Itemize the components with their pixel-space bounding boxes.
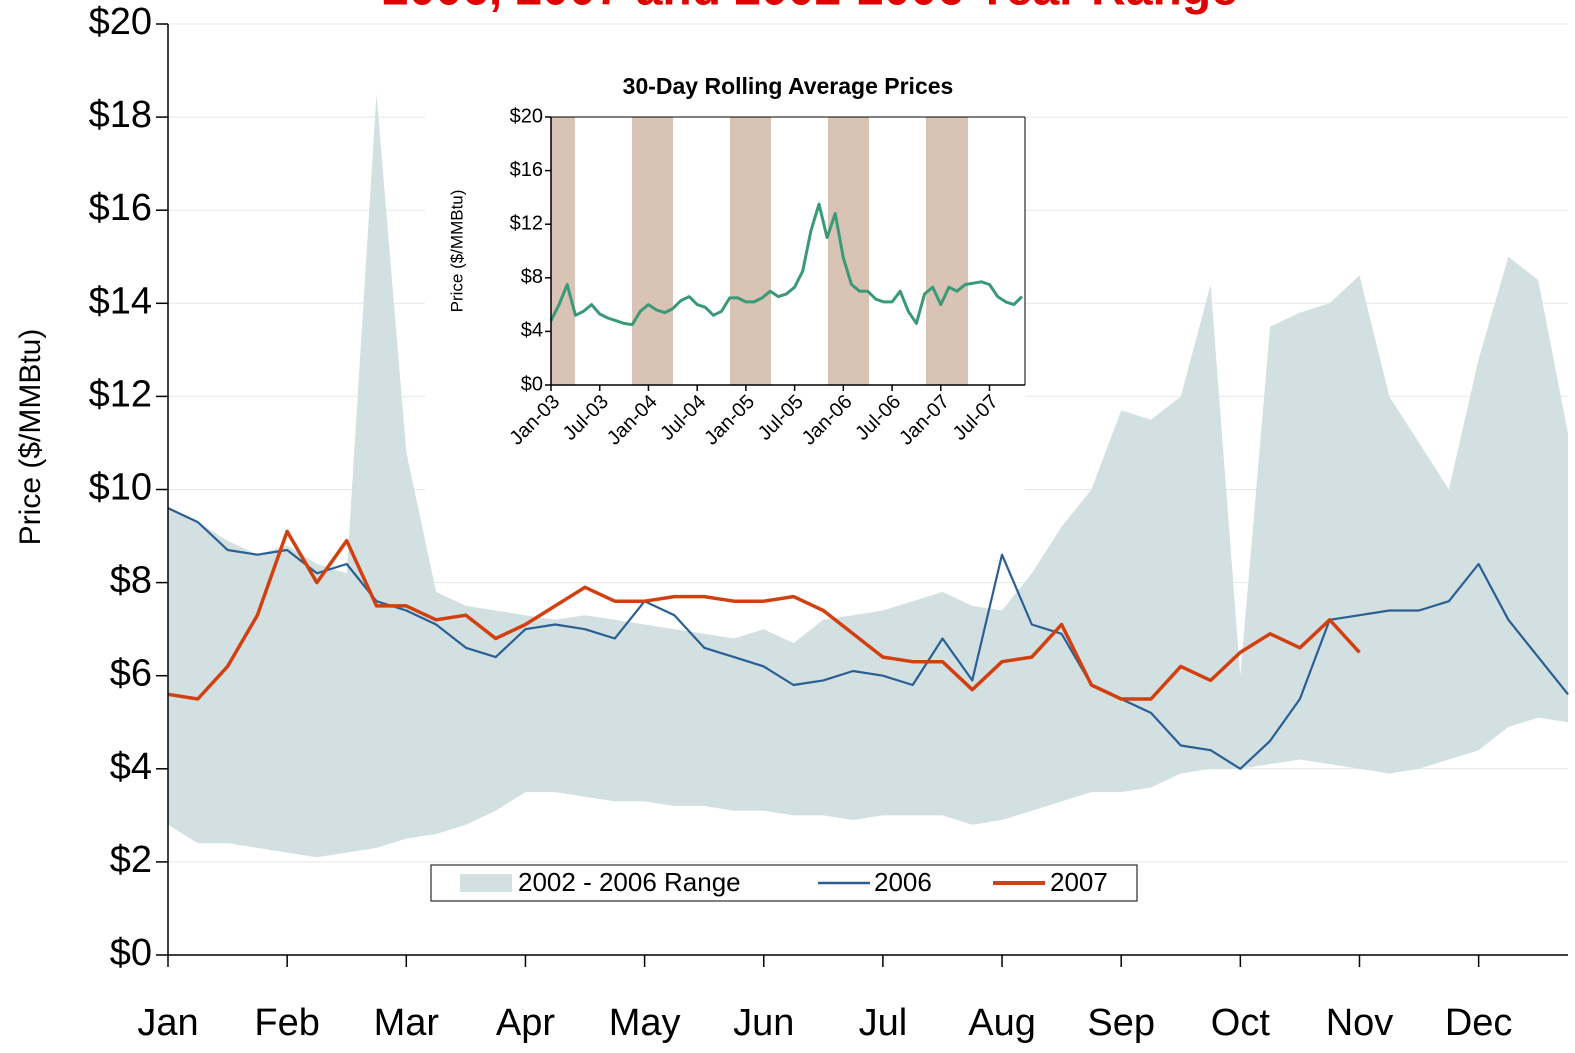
x-tick-label: Jan (137, 1002, 198, 1044)
y-tick-label: $4 (521, 320, 543, 342)
y-tick-label: $14 (89, 280, 152, 322)
y-tick-label: $2 (110, 839, 152, 881)
y-tick-label: $16 (510, 159, 543, 181)
x-tick-label: Oct (1211, 1002, 1271, 1044)
y-tick-label: $20 (89, 1, 152, 43)
season-band (926, 117, 968, 385)
x-tick-label: Feb (254, 1002, 319, 1044)
x-tick-label: Jul (859, 1002, 908, 1044)
y-tick-label: $10 (89, 467, 152, 509)
series-line (549, 202, 1024, 327)
legend-label: 2002 - 2006 Range (518, 867, 741, 897)
chart-title: 2006, 2007 and 2002-2006 Year Range (382, 0, 1238, 16)
y-tick-label: $4 (110, 746, 152, 788)
x-tick-label: Jun (733, 1002, 794, 1044)
y-tick-label: $8 (521, 266, 543, 288)
season-band (828, 117, 869, 385)
legend-label: 2007 (1050, 867, 1108, 897)
x-tick-label: Sep (1087, 1002, 1155, 1044)
legend: 2002 - 2006 Range 2006 2007 (430, 864, 1138, 902)
inset-background (425, 62, 1025, 492)
y-tick-label: $16 (89, 187, 152, 229)
range-area (168, 93, 1568, 858)
season-band (551, 117, 575, 385)
season-band (730, 117, 771, 385)
main-plot: $0 $2 $4 $6 $8 $10 $12 $14 $16 $18 $20 Jan Feb Mar Apr… (89, 1, 1569, 1044)
y-tick-label: $6 (110, 653, 152, 695)
y-tick-label: $20 (510, 105, 543, 127)
x-tick-label: May (609, 1002, 681, 1044)
season-band (632, 117, 673, 385)
y-tick-label: $12 (89, 373, 152, 415)
y-tick-label: $0 (521, 373, 543, 395)
x-tick-label: Nov (1326, 1002, 1394, 1044)
y-tick-label: $12 (510, 212, 543, 234)
y-axis-label: Price ($/MMBtu) (14, 329, 47, 546)
y-tick-label: $18 (89, 94, 152, 136)
inset-title: 30-Day Rolling Average Prices (623, 73, 954, 99)
y-tick-label: $8 (110, 560, 152, 602)
series-line (167, 529, 1361, 701)
x-tick-label: Apr (496, 1002, 555, 1044)
x-tick-label: Aug (968, 1002, 1036, 1044)
x-tick-label: Dec (1445, 1002, 1513, 1044)
x-tick-label: Mar (374, 1002, 440, 1044)
inset-y-label: Price ($/MMBtu) (447, 190, 466, 313)
series-line (167, 507, 1569, 770)
legend-swatch (460, 874, 512, 892)
legend-label: 2006 (874, 867, 932, 897)
y-tick-label: $0 (110, 932, 152, 974)
